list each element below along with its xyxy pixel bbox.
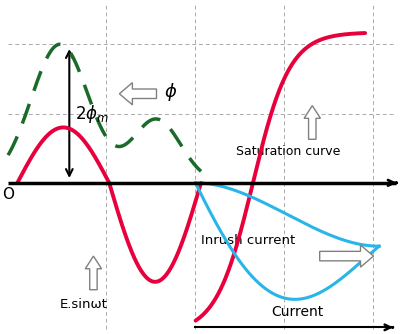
Text: O: O (2, 187, 14, 202)
Polygon shape (304, 106, 320, 139)
Text: Inrush current: Inrush current (200, 234, 294, 247)
Polygon shape (85, 256, 101, 290)
Text: Current: Current (271, 306, 323, 319)
Text: E.sinωt: E.sinωt (60, 298, 107, 311)
Polygon shape (119, 82, 156, 105)
Text: $2\phi_m$: $2\phi_m$ (75, 103, 109, 125)
Polygon shape (319, 245, 373, 267)
Text: $\phi$: $\phi$ (164, 81, 177, 103)
Text: Saturation curve: Saturation curve (236, 145, 340, 158)
